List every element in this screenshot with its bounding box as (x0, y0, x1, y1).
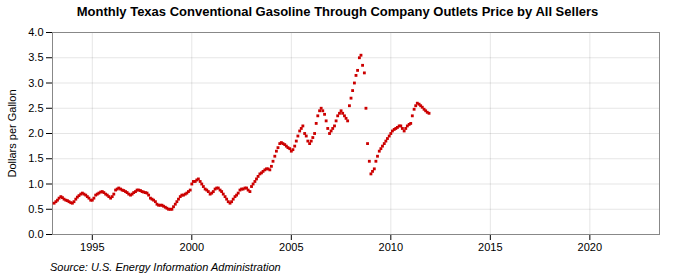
svg-text:2020: 2020 (578, 241, 602, 253)
svg-text:1995: 1995 (80, 241, 104, 253)
svg-text:Dollars per Gallon: Dollars per Gallon (6, 89, 18, 177)
svg-text:4.0: 4.0 (28, 26, 43, 38)
html-text:Monthly Texas Conventional Gas: Monthly Texas Conventional Gasoline Thro… (76, 4, 599, 19)
svg-text:0.0: 0.0 (28, 228, 43, 240)
svg-text:3.5: 3.5 (28, 51, 43, 63)
svg-text:1.0: 1.0 (28, 178, 43, 190)
svg-text:2005: 2005 (279, 241, 303, 253)
svg-text:1.5: 1.5 (28, 152, 43, 164)
svg-text:0.5: 0.5 (28, 203, 43, 215)
svg-text:2000: 2000 (180, 241, 204, 253)
svg-text:2010: 2010 (379, 241, 403, 253)
svg-text:2015: 2015 (478, 241, 502, 253)
svg-text:2.5: 2.5 (28, 102, 43, 114)
svg-text:3.0: 3.0 (28, 77, 43, 89)
html-text:Source: U.S. Energy Informatio: Source: U.S. Energy Information Administ… (50, 261, 281, 273)
svg-text:2.0: 2.0 (28, 127, 43, 139)
